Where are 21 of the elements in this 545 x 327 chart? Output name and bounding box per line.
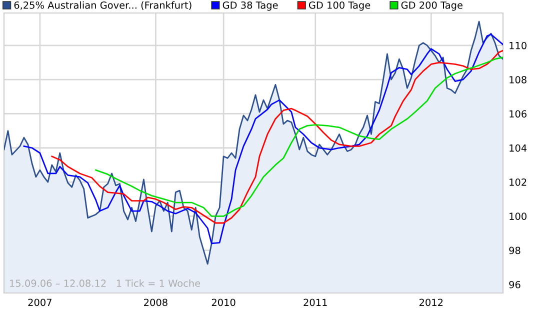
legend-label: GD 38 Tage [222,1,278,11]
y-tick-label: 100 [510,212,526,220]
y-tick-label: 96 [509,280,520,288]
annotation: 15.09.06 – 12.08.12 1 Tick = 1 Woche [10,279,200,287]
line-series [23,34,503,244]
y-tick-label: 110 [510,42,526,50]
x-tick-label: 2012 [419,298,443,306]
y-tick-label: 98 [509,246,520,254]
x-tick-label: 2010 [212,298,236,306]
y-tick-label: 106 [510,110,526,118]
x-tick-label: 2008 [144,298,168,306]
line-series [51,50,503,224]
line-series [95,56,503,217]
legend-label: 6,25% Australian Gover... (Frankfurt) [14,1,192,10]
y-tick-label: 108 [510,76,526,84]
y-tick-label: 102 [510,178,526,186]
y-tick-label: 104 [510,144,527,152]
x-tick-label: 2007 [28,298,52,306]
legend-label: GD 100 Tage [308,1,370,11]
legend-label: GD 200 Tage [401,1,462,11]
x-tick-label: 2011 [304,298,327,306]
